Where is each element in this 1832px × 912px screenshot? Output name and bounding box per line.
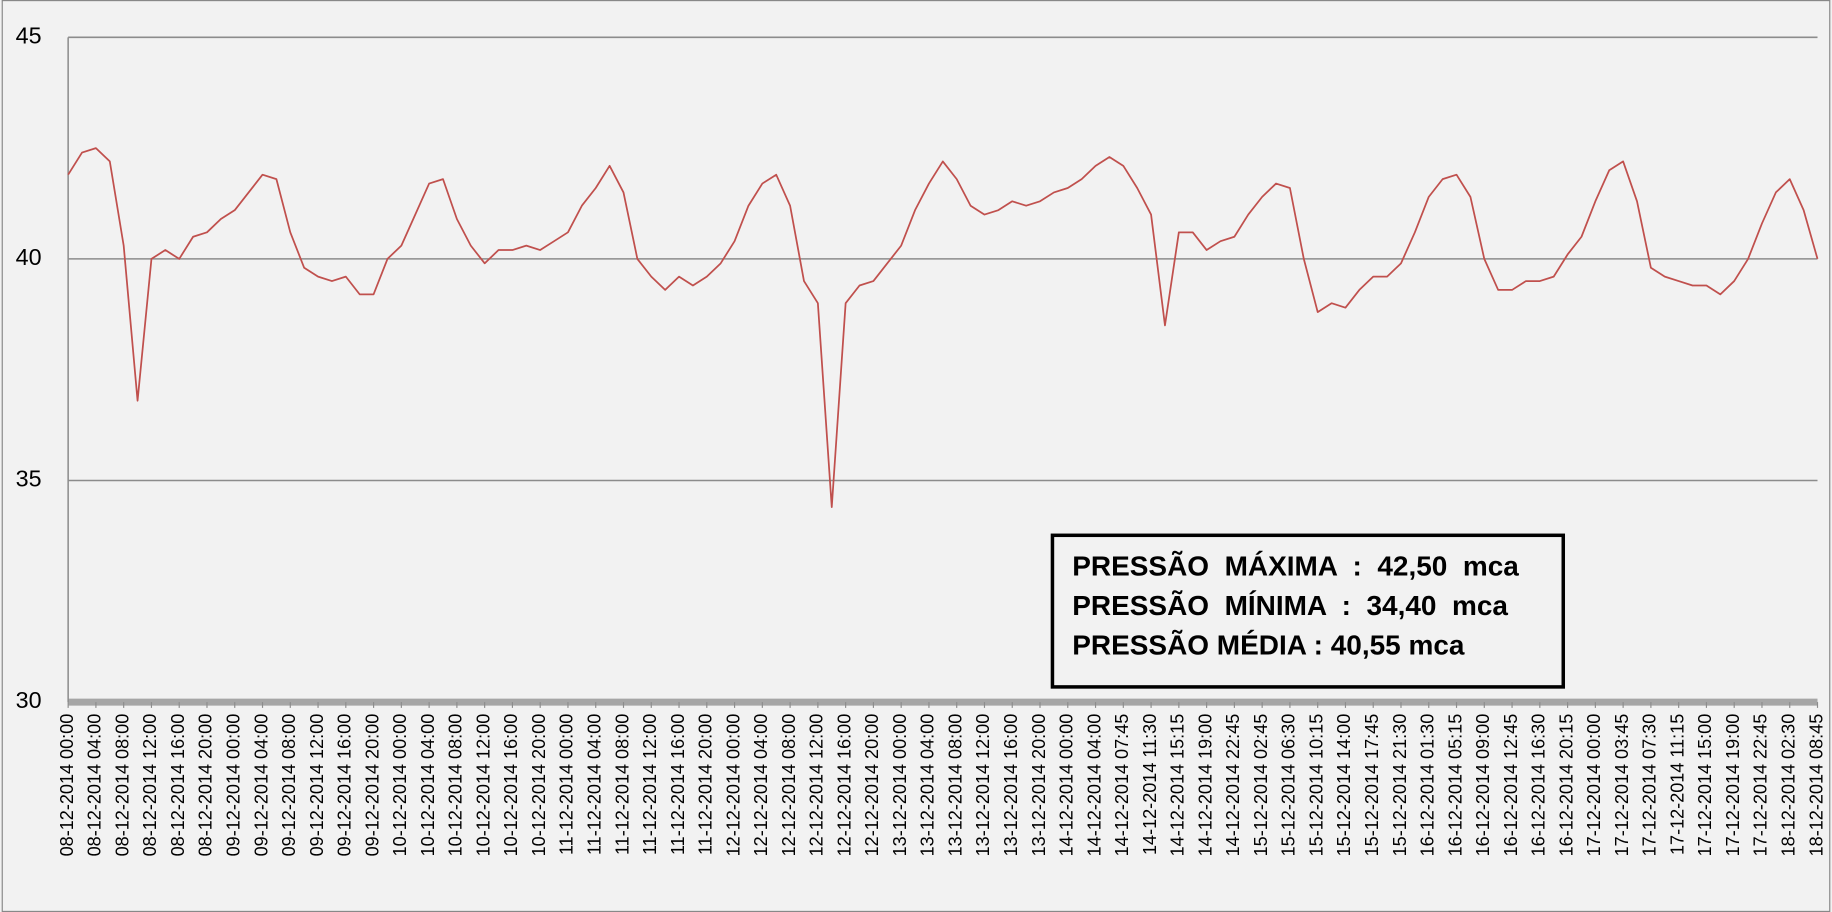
y-tick-label: 30 bbox=[16, 687, 42, 713]
x-tick-label: 10-12-2014 20:00 bbox=[529, 714, 549, 857]
x-tick-label: 14-12-2014 22:45 bbox=[1223, 714, 1243, 857]
x-tick-label: 08-12-2014 08:00 bbox=[112, 714, 132, 857]
x-tick-label: 09-12-2014 20:00 bbox=[362, 714, 382, 857]
x-tick-label: 17-12-2014 11:15 bbox=[1667, 714, 1687, 855]
x-tick-label: 15-12-2014 06:30 bbox=[1279, 714, 1299, 857]
x-tick-label: 18-12-2014 02:30 bbox=[1779, 714, 1799, 857]
y-tick-label: 45 bbox=[16, 22, 42, 48]
x-tick-label: 13-12-2014 16:00 bbox=[1001, 714, 1021, 857]
annotation-text: PRESSÃO MÍNIMA : 34,40 mca bbox=[1072, 590, 1508, 621]
x-tick-label: 11-12-2014 00:00 bbox=[557, 714, 577, 855]
y-tick-label: 35 bbox=[16, 466, 42, 492]
x-tick-label: 09-12-2014 08:00 bbox=[279, 714, 299, 857]
x-tick-label: 16-12-2014 09:00 bbox=[1473, 714, 1493, 857]
x-tick-label: 10-12-2014 04:00 bbox=[418, 714, 438, 857]
x-tick-label: 17-12-2014 03:45 bbox=[1612, 714, 1632, 857]
x-tick-label: 09-12-2014 12:00 bbox=[307, 714, 327, 857]
x-tick-label: 11-12-2014 08:00 bbox=[612, 714, 632, 855]
x-tick-label: 08-12-2014 16:00 bbox=[168, 714, 188, 857]
x-tick-label: 10-12-2014 12:00 bbox=[473, 714, 493, 857]
x-tick-label: 13-12-2014 04:00 bbox=[918, 714, 938, 857]
x-tick-label: 12-12-2014 16:00 bbox=[834, 714, 854, 857]
x-tick-label: 15-12-2014 02:45 bbox=[1251, 714, 1271, 857]
annotation-text: PRESSÃO MÉDIA : 40,55 mca bbox=[1072, 630, 1465, 661]
x-tick-label: 16-12-2014 16:30 bbox=[1529, 714, 1549, 857]
x-tick-label: 12-12-2014 20:00 bbox=[862, 714, 882, 857]
y-tick-label: 40 bbox=[16, 244, 42, 270]
data-line bbox=[67, 147, 1819, 508]
x-tick-label: 16-12-2014 20:15 bbox=[1556, 714, 1576, 857]
x-tick-label: 14-12-2014 15:15 bbox=[1168, 714, 1188, 857]
x-tick-label: 11-12-2014 04:00 bbox=[584, 714, 604, 855]
x-tick-label: 14-12-2014 19:00 bbox=[1195, 714, 1215, 857]
x-tick-label: 09-12-2014 04:00 bbox=[251, 714, 271, 857]
x-tick-label: 14-12-2014 07:45 bbox=[1112, 714, 1132, 857]
x-tick-label: 18-12-2014 08:45 bbox=[1806, 714, 1826, 857]
x-tick-label: 15-12-2014 10:15 bbox=[1306, 714, 1326, 857]
x-tick-label: 15-12-2014 17:45 bbox=[1362, 714, 1382, 857]
x-tick-label: 17-12-2014 00:00 bbox=[1584, 714, 1604, 857]
annotation-box bbox=[1050, 533, 1566, 689]
x-tick-label: 13-12-2014 00:00 bbox=[890, 714, 910, 857]
x-tick-label: 16-12-2014 12:45 bbox=[1501, 714, 1521, 857]
annotation-text: PRESSÃO MÁXIMA : 42,50 mca bbox=[1072, 550, 1519, 581]
x-tick-label: 15-12-2014 14:00 bbox=[1334, 714, 1354, 857]
x-tick-label: 13-12-2014 12:00 bbox=[973, 714, 993, 857]
x-tick-label: 17-12-2014 15:00 bbox=[1695, 714, 1715, 857]
x-tick-label: 09-12-2014 00:00 bbox=[224, 714, 244, 857]
x-tick-label: 17-12-2014 07:30 bbox=[1640, 714, 1660, 857]
x-tick-label: 16-12-2014 05:15 bbox=[1445, 714, 1465, 857]
x-tick-label: 10-12-2014 08:00 bbox=[446, 714, 466, 857]
x-tick-label: 17-12-2014 22:45 bbox=[1751, 714, 1771, 857]
x-tick-label: 08-12-2014 04:00 bbox=[85, 714, 105, 857]
x-tick-label: 15-12-2014 21:30 bbox=[1390, 714, 1410, 857]
x-tick-label: 14-12-2014 04:00 bbox=[1084, 714, 1104, 857]
x-tick-label: 17-12-2014 19:00 bbox=[1723, 714, 1743, 857]
x-tick-label: 11-12-2014 12:00 bbox=[640, 714, 660, 855]
x-tick-label: 08-12-2014 12:00 bbox=[140, 714, 160, 857]
x-tick-label: 12-12-2014 04:00 bbox=[751, 714, 771, 857]
x-tick-label: 12-12-2014 00:00 bbox=[723, 714, 743, 857]
x-tick-label: 08-12-2014 00:00 bbox=[57, 714, 77, 857]
x-tick-label: 16-12-2014 01:30 bbox=[1418, 714, 1438, 857]
x-tick-label: 10-12-2014 16:00 bbox=[501, 714, 521, 857]
x-tick-label: 10-12-2014 00:00 bbox=[390, 714, 410, 857]
x-tick-label: 14-12-2014 00:00 bbox=[1057, 714, 1077, 857]
x-tick-label: 11-12-2014 16:00 bbox=[668, 714, 688, 855]
x-tick-label: 14-12-2014 11:30 bbox=[1140, 714, 1160, 855]
x-tick-label: 12-12-2014 12:00 bbox=[807, 714, 827, 857]
x-tick-label: 13-12-2014 20:00 bbox=[1029, 714, 1049, 857]
x-tick-label: 08-12-2014 20:00 bbox=[196, 714, 216, 857]
x-tick-label: 11-12-2014 20:00 bbox=[696, 714, 716, 855]
x-tick-label: 12-12-2014 08:00 bbox=[779, 714, 799, 857]
x-tick-label: 09-12-2014 16:00 bbox=[335, 714, 355, 857]
x-tick-label: 13-12-2014 08:00 bbox=[945, 714, 965, 857]
